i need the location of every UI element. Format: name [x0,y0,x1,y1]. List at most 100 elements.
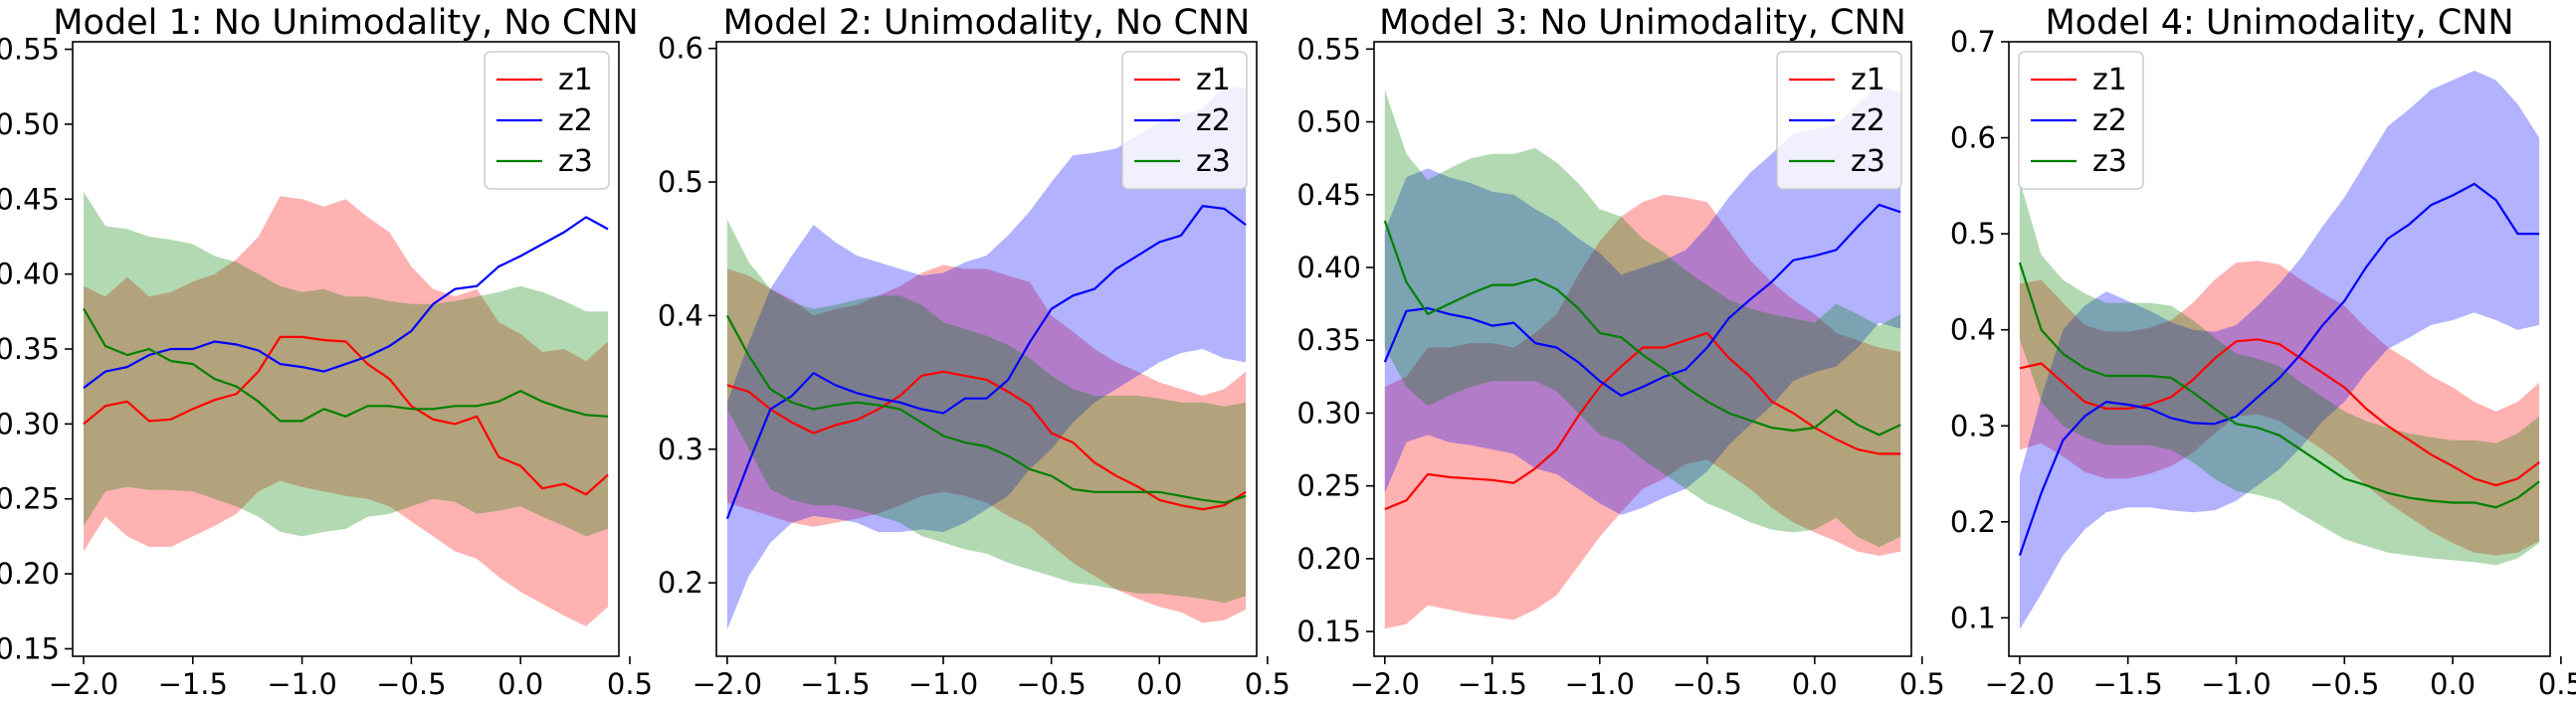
subplot-1: −2.0 −1.5 −1.0 −0.5 0.0 0.5 0.15 0.20 0.25 0.30 0.… [0,3,653,701]
z3-confidence-band [1384,89,1901,548]
z3-legend-label: z3 [2092,144,2127,179]
plot-area [83,191,609,626]
x-tick-label: −2.0 [1985,667,2055,701]
x-tick-label: −1.0 [1565,667,1635,701]
x-tick-label: −1.5 [2092,667,2162,701]
y-tick-label: 0.3 [1950,409,1996,442]
z3-line [725,314,1247,504]
z2-confidence-band [1384,85,1901,515]
z3-line [83,307,609,423]
chart-title: Model 3: No Unimodality, CNN [1379,3,1906,43]
legend: z1 z2 z3 [1121,51,1248,190]
axes-frame [715,41,1258,657]
y-tick-label: 0.50 [0,107,60,141]
x-tick-label: 0.0 [1792,667,1838,701]
z2-legend-label: z2 [558,103,593,138]
y-tick-label: 0.6 [658,32,703,66]
z3-legend-label: z3 [558,144,593,179]
y-tick-label: 0.4 [1950,313,1996,347]
legend: z1 z2 z3 [1776,51,1902,190]
x-tick-label: −1.0 [908,667,978,701]
x-tick-label: 0.5 [1899,667,1945,701]
axes-frame [2008,41,2551,657]
z1-confidence-band [2019,261,2540,556]
y-tick-label: 0.50 [1296,105,1361,139]
legend: z1 z2 z3 [484,51,610,190]
x-tick-label: −0.5 [376,667,446,701]
z2-line [1383,203,1901,398]
y-tick-label: 0.5 [1950,217,1996,251]
y-tick-label: 0.35 [1296,323,1361,357]
y-tick-label: 0.40 [0,258,60,291]
z1-confidence-band [726,264,1247,623]
plot-area [2018,71,2540,629]
y-tick-label: 0.45 [0,182,60,216]
z1-legend-label: z1 [2092,63,2127,97]
y-tick-label: 0.55 [0,33,60,67]
x-tick-label: −2.0 [49,667,118,701]
z1-legend-label: z1 [558,63,593,97]
z3-line [2018,262,2540,509]
y-tick-label: 0.15 [1296,615,1361,648]
z3-legend-label: z3 [1196,144,1231,179]
z1-confidence-band [1384,194,1901,629]
y-tick-label: 0.4 [658,298,703,332]
y-tick-label: 0.7 [1950,25,1996,59]
z1-legend-label: z1 [1851,63,1885,97]
chart-title: Model 4: Unimodality, CNN [2045,3,2513,43]
legend-box [1776,51,1902,190]
legend: z1 z2 z3 [2018,51,2144,190]
chart-title: Model 1: No Unimodality, No CNN [53,3,638,43]
subplot-3: −2.0 −1.5 −1.0 −0.5 0.0 0.5 0.15 0.20 0.25 0.30 0.… [1296,3,1944,701]
z2-line [725,205,1247,519]
x-tick-label: −0.5 [2309,667,2379,701]
y-tick-label: 0.25 [0,482,60,516]
y-tick-label: 0.45 [1296,178,1361,212]
z2-line [83,216,609,390]
legend-box [1121,51,1248,190]
z2-legend-label: z2 [1851,103,1885,138]
y-tick-label: 0.25 [1296,469,1361,503]
y-tick-label: 0.40 [1296,251,1361,284]
plot-area [1383,85,1901,629]
y-tick-label: 0.3 [658,433,703,466]
y-tick-label: 0.2 [1950,505,1996,539]
x-tick-label: 0.0 [1136,667,1182,701]
subplot-2: −2.0 −1.5 −1.0 −0.5 0.0 0.5 0.2 0.3 0.4 0.5 0.6 Mod… [658,3,1290,701]
z1-legend-label: z1 [1196,63,1231,97]
z1-line [83,335,609,496]
z1-line [2019,338,2540,487]
x-tick-label: −0.5 [1673,667,1742,701]
x-tick-label: −0.5 [1016,667,1086,701]
y-tick-label: 0.20 [0,557,60,591]
x-tick-label: 0.0 [2430,667,2476,701]
subplot-4: −2.0 −1.5 −1.0 −0.5 0.0 0.5 0.1 0.2 0.3 0.4 0.5 0.6… [1950,3,2576,701]
chart-title: Model 2: Unimodality, No CNN [723,3,1251,43]
x-tick-label: 0.5 [1245,667,1290,701]
x-tick-label: 0.5 [607,667,653,701]
legend-box [484,51,610,190]
y-tick-label: 0.30 [1296,396,1361,430]
z1-confidence-band [84,196,608,626]
z1-line [726,370,1247,511]
z3-confidence-band [2019,181,2540,566]
z3-legend-label: z3 [1851,144,1885,179]
z2-confidence-band [726,86,1247,630]
z2-legend-label: z2 [2092,103,2127,138]
y-tick-label: 0.15 [0,631,60,665]
x-tick-label: −2.0 [693,667,762,701]
z2-line [2018,182,2540,556]
y-tick-label: 0.2 [658,566,703,600]
x-tick-label: 0.0 [497,667,543,701]
y-tick-label: 0.55 [1296,32,1361,66]
y-tick-label: 0.20 [1296,542,1361,576]
x-tick-label: 0.5 [2538,667,2576,701]
y-tick-label: 0.35 [0,332,60,366]
z2-confidence-band [2019,71,2540,629]
x-tick-label: −2.0 [1350,667,1420,701]
x-tick-label: −1.0 [2201,667,2271,701]
x-tick-label: −1.5 [158,667,228,701]
legend-box [2018,51,2144,190]
x-tick-label: −1.5 [1458,667,1527,701]
